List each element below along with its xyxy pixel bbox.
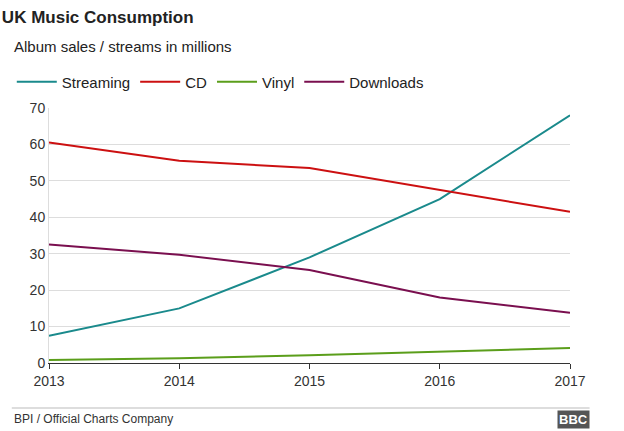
svg-text:CD: CD — [185, 74, 207, 91]
svg-text:Downloads: Downloads — [349, 74, 423, 91]
svg-text:2014: 2014 — [164, 373, 195, 389]
svg-text:Album sales / streams in milli: Album sales / streams in millions — [14, 38, 232, 55]
svg-text:50: 50 — [30, 173, 46, 189]
svg-text:Streaming: Streaming — [62, 74, 130, 91]
svg-text:BPI / Official Charts Company: BPI / Official Charts Company — [14, 412, 173, 426]
svg-text:20: 20 — [30, 282, 46, 298]
svg-text:2016: 2016 — [424, 373, 455, 389]
svg-text:UK Music Consumption: UK Music Consumption — [2, 8, 194, 27]
svg-text:40: 40 — [30, 209, 46, 225]
svg-text:70: 70 — [30, 100, 46, 116]
svg-text:30: 30 — [30, 246, 46, 262]
svg-text:0: 0 — [37, 355, 45, 371]
svg-text:Vinyl: Vinyl — [262, 74, 294, 91]
svg-text:2017: 2017 — [554, 373, 585, 389]
svg-text:BBC: BBC — [559, 412, 588, 427]
svg-text:60: 60 — [30, 136, 46, 152]
svg-text:2013: 2013 — [33, 373, 64, 389]
svg-text:10: 10 — [30, 318, 46, 334]
svg-text:2015: 2015 — [294, 373, 325, 389]
